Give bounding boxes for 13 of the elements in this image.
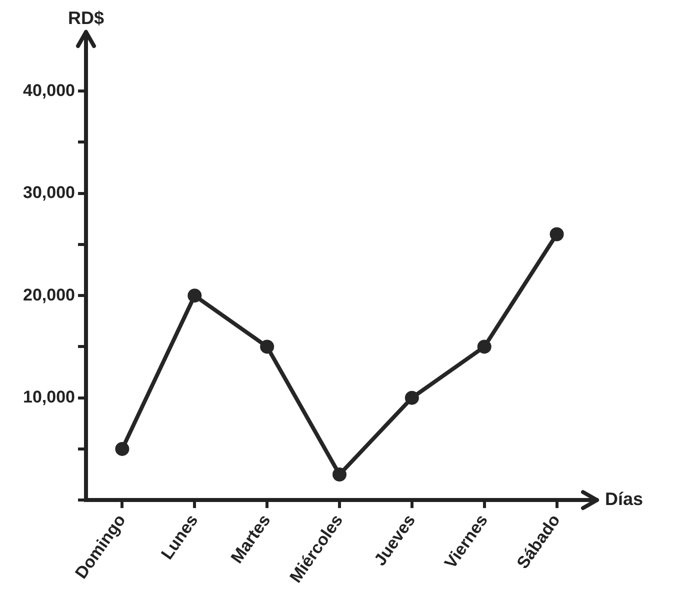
y-tick-label: 30,000 <box>22 183 75 202</box>
point <box>115 442 130 456</box>
point <box>550 227 564 242</box>
point <box>404 390 419 405</box>
y-tick-label: 20,000 <box>22 285 75 304</box>
point <box>188 288 202 303</box>
point <box>260 340 274 354</box>
y-tick-label: 40,000 <box>22 80 75 100</box>
y-tick-label: 10,000 <box>22 388 75 407</box>
point <box>332 468 346 482</box>
point <box>477 340 492 354</box>
y-axis-title: RD$ <box>68 8 104 28</box>
x-axis-title: Días <box>605 489 644 510</box>
